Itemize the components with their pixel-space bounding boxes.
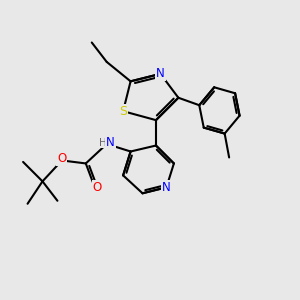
Text: O: O (57, 152, 67, 165)
Text: N: N (106, 136, 115, 149)
Text: N: N (156, 68, 165, 80)
Text: S: S (119, 105, 127, 118)
Text: H: H (99, 137, 107, 148)
Text: N: N (162, 181, 171, 194)
Text: O: O (92, 181, 102, 194)
